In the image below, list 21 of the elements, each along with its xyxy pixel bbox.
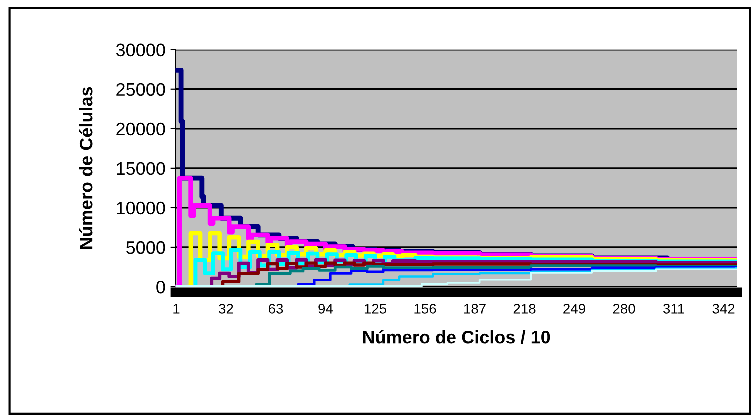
- x-tick-label: 187: [464, 304, 486, 314]
- y-tick-label: 10000: [117, 202, 166, 215]
- x-tick-label: 311: [663, 304, 684, 314]
- x-tick-label: 125: [364, 304, 387, 314]
- x-tick-label: 1: [174, 304, 180, 314]
- x-tick-label: 249: [564, 304, 586, 314]
- x-tick-label: 156: [414, 304, 436, 314]
- y-axis-title: Número de Células: [79, 87, 93, 249]
- y-tick-label: 30000: [116, 44, 166, 57]
- x-tick-label: 63: [268, 304, 284, 314]
- y-tick-label: 20000: [116, 122, 166, 136]
- y-tick-label: 15000: [117, 162, 166, 176]
- x-tick-label: 280: [613, 304, 636, 314]
- y-tick-label: 5000: [126, 241, 166, 254]
- y-tick-label: 25000: [116, 83, 166, 96]
- x-tick-label: 218: [514, 304, 536, 314]
- x-tick-label: 342: [712, 304, 735, 314]
- y-tick-label: 0: [156, 280, 166, 294]
- x-tick-label: 32: [219, 304, 234, 314]
- x-tick-label: 94: [318, 304, 334, 314]
- x-axis-title: Número de Ciclos / 10: [363, 330, 550, 344]
